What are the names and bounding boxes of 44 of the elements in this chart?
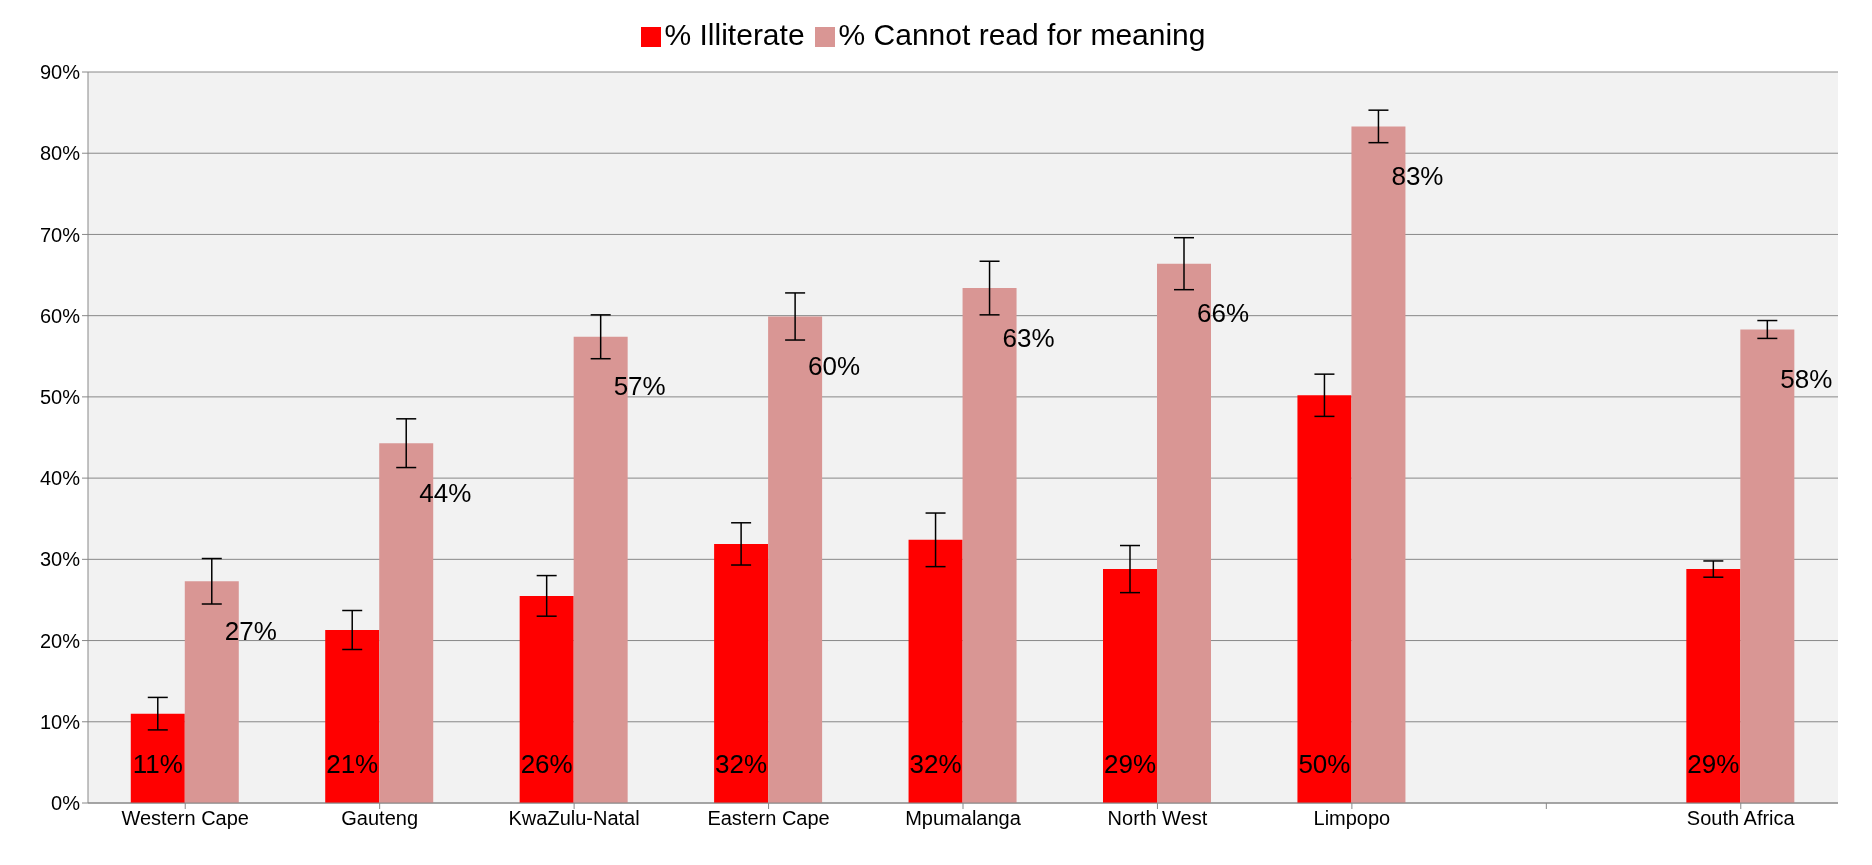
x-tick-label: Western Cape: [121, 807, 249, 830]
legend-label: % Illiterate: [664, 18, 805, 51]
x-tick-label: Limpopo: [1313, 807, 1391, 830]
data-label: 83%: [1391, 160, 1444, 191]
legend-label: % Cannot read for meaning: [838, 18, 1206, 51]
bar: [519, 595, 574, 803]
data-label: 60%: [808, 350, 861, 381]
x-tick-label: Gauteng: [341, 807, 419, 830]
bar: [714, 543, 769, 803]
data-label: 26%: [520, 749, 573, 779]
data-label: 29%: [1103, 749, 1157, 779]
x-tick-label: Mpumalanga: [905, 807, 1022, 830]
y-tick-label: 50%: [39, 385, 81, 408]
y-tick-label: 70%: [39, 223, 81, 246]
bar: [130, 713, 185, 803]
x-tick-label: KwaZulu-Natal: [508, 807, 640, 830]
x-tick-label: North West: [1107, 807, 1208, 830]
y-tick-label: 20%: [39, 629, 81, 652]
data-label: 50%: [1298, 749, 1351, 779]
data-label: 57%: [613, 371, 666, 402]
data-label: 32%: [715, 749, 768, 779]
bar: [325, 630, 380, 803]
data-label: 44%: [419, 477, 472, 508]
data-label: 32%: [909, 749, 962, 779]
x-tick-label: Eastern Cape: [707, 807, 830, 830]
y-tick-label: 10%: [39, 710, 81, 733]
y-tick-label: 80%: [39, 142, 81, 165]
data-label: 63%: [1002, 322, 1055, 353]
data-label: 58%: [1780, 363, 1833, 394]
y-tick-label: 40%: [39, 467, 81, 490]
bar: [1686, 569, 1741, 803]
y-tick-label: 60%: [39, 304, 81, 327]
bar: [908, 539, 963, 803]
y-tick-label: 90%: [39, 61, 81, 84]
y-tick-label: 30%: [39, 548, 81, 571]
data-label: 21%: [326, 749, 379, 779]
y-tick-label: 0%: [51, 792, 81, 815]
data-label: 27%: [224, 615, 277, 646]
bar: [1103, 569, 1157, 803]
x-tick-label: South Africa: [1686, 807, 1796, 830]
bar: [1297, 395, 1352, 803]
data-label: 66%: [1197, 298, 1250, 329]
data-label: 11%: [132, 749, 183, 779]
data-label: 29%: [1687, 749, 1740, 779]
